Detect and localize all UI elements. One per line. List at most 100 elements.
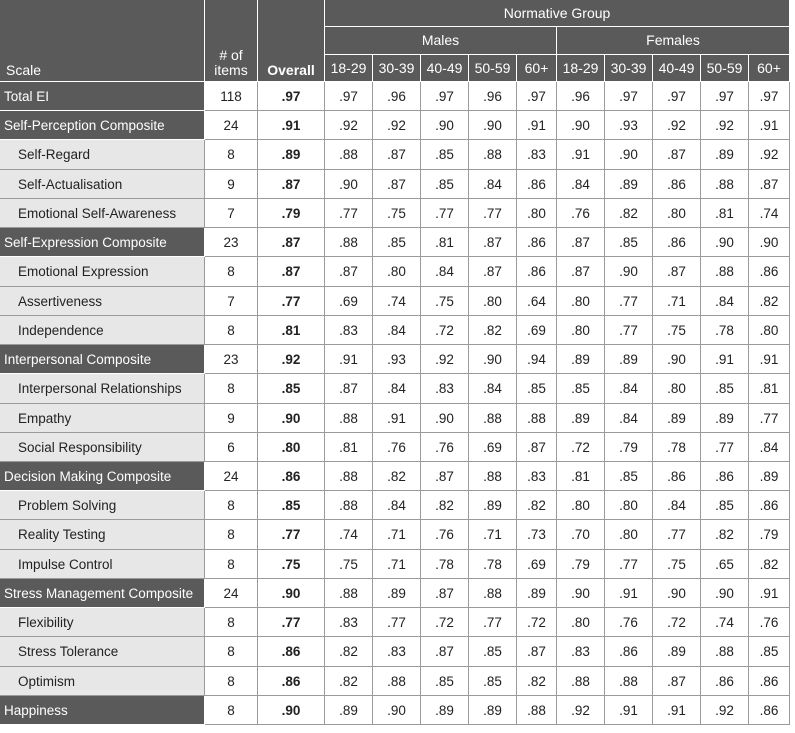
male-value: .82 [517,667,557,696]
male-value: .85 [469,667,517,696]
male-value: .72 [517,608,557,637]
male-value: .88 [469,140,517,170]
male-value: .81 [421,228,469,257]
male-value: .88 [325,228,373,257]
female-value: .90 [605,257,653,287]
scale-name: Stress Management Composite [0,579,205,608]
female-value: .70 [557,520,605,550]
age-group-header: 18-29 [557,55,605,82]
male-value: .89 [469,696,517,725]
male-value: .83 [517,140,557,170]
scale-header: Scale [0,0,205,82]
female-value: .77 [605,316,653,345]
female-value: .77 [653,520,701,550]
scale-name: Optimism [0,667,205,696]
female-value: .97 [701,82,749,111]
male-value: .90 [421,111,469,140]
overall-value: .77 [258,520,325,550]
female-value: .81 [749,374,790,404]
male-value: .83 [325,608,373,637]
female-value: .93 [605,111,653,140]
male-value: .90 [469,345,517,374]
male-value: .92 [421,345,469,374]
female-value: .91 [701,345,749,374]
female-value: .88 [557,667,605,696]
female-value: .81 [701,199,749,228]
item-count: 8 [205,550,258,579]
overall-value: .86 [258,462,325,491]
item-count: 8 [205,374,258,404]
overall-value: .89 [258,140,325,170]
scale-name: Happiness [0,696,205,725]
male-value: .89 [517,579,557,608]
age-group-header: 60+ [749,55,790,82]
male-value: .83 [325,316,373,345]
male-value: .89 [325,696,373,725]
male-value: .91 [325,345,373,374]
age-group-header: 60+ [517,55,557,82]
male-value: .88 [469,579,517,608]
female-value: .75 [653,550,701,579]
male-value: .64 [517,287,557,316]
female-value: .89 [653,637,701,667]
male-value: .86 [517,257,557,287]
female-value: .65 [701,550,749,579]
male-value: .87 [325,374,373,404]
female-value: .87 [653,257,701,287]
female-value: .89 [749,462,790,491]
female-value: .86 [653,170,701,199]
male-value: .89 [469,491,517,520]
male-value: .87 [517,433,557,462]
female-value: .88 [605,667,653,696]
scale-name: Stress Tolerance [0,637,205,667]
female-value: .79 [749,520,790,550]
overall-value: .87 [258,257,325,287]
female-value: .77 [605,550,653,579]
scale-name: Independence [0,316,205,345]
female-value: .91 [605,579,653,608]
age-group-header: 50-59 [701,55,749,82]
female-value: .84 [605,374,653,404]
female-value: .91 [749,345,790,374]
male-value: .88 [325,140,373,170]
male-value: .80 [373,257,421,287]
overall-value: .85 [258,491,325,520]
male-value: .87 [517,637,557,667]
scale-name: Flexibility [0,608,205,637]
overall-value: .80 [258,433,325,462]
female-value: .90 [701,579,749,608]
male-value: .76 [421,433,469,462]
item-count: 118 [205,82,258,111]
male-value: .83 [517,462,557,491]
overall-value: .92 [258,345,325,374]
male-value: .72 [421,608,469,637]
male-value: .84 [373,316,421,345]
overall-value: .90 [258,404,325,433]
scale-name: Interpersonal Composite [0,345,205,374]
overall-header: Overall [258,0,325,82]
overall-value: .86 [258,667,325,696]
male-value: .76 [373,433,421,462]
male-value: .75 [325,550,373,579]
male-value: .85 [517,374,557,404]
female-value: .89 [605,345,653,374]
male-value: .71 [469,520,517,550]
female-value: .89 [557,404,605,433]
item-count: 8 [205,520,258,550]
female-value: .78 [701,316,749,345]
female-value: .92 [701,696,749,725]
male-value: .85 [469,637,517,667]
male-value: .89 [373,579,421,608]
female-value: .84 [605,404,653,433]
male-value: .97 [325,82,373,111]
scale-name: Self-Regard [0,140,205,170]
overall-value: .87 [258,170,325,199]
female-value: .82 [605,199,653,228]
male-value: .82 [325,667,373,696]
item-count: 23 [205,228,258,257]
female-value: .86 [749,491,790,520]
male-value: .82 [373,462,421,491]
male-value: .96 [469,82,517,111]
female-value: .83 [557,637,605,667]
female-value: .82 [749,550,790,579]
